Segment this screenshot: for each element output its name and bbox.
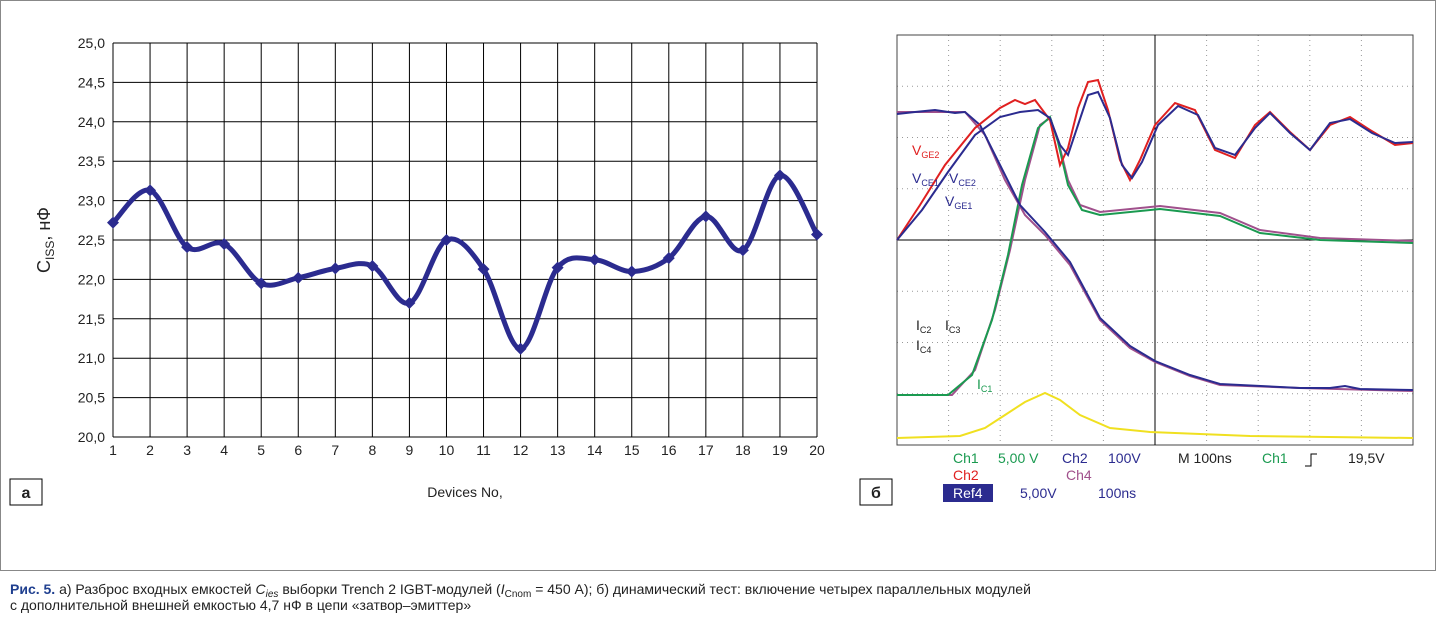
- status-text: 5,00 V: [998, 450, 1039, 466]
- status-text: Ref4: [953, 485, 983, 501]
- x-tick-label: 12: [513, 442, 529, 458]
- x-tick-label: 1: [109, 442, 117, 458]
- status-text: 5,00V: [1020, 485, 1057, 501]
- figure: Devices No, CISS, нФ 20,0 20,5 21,0 21,5 22,…: [0, 0, 1436, 613]
- y-tick-label: 20,0: [78, 429, 105, 445]
- y-tick-label: 20,5: [78, 390, 105, 406]
- label-sub: GE2: [921, 150, 939, 160]
- x-tick-label: 13: [550, 442, 566, 458]
- figure-frame: [1, 1, 1436, 571]
- panel-label: б: [871, 485, 881, 502]
- status-text: Ch1: [953, 450, 979, 466]
- x-tick-label: 5: [257, 442, 265, 458]
- status-text: 100ns: [1098, 485, 1136, 501]
- y-label-main: C: [34, 260, 54, 273]
- caption-text: с дополнительной внешней емкостью 4,7 нФ…: [10, 597, 471, 613]
- status-text: 100V: [1108, 450, 1141, 466]
- y-tick-label: 25,0: [78, 35, 105, 51]
- x-tick-label: 7: [331, 442, 339, 458]
- x-tick-label: 17: [698, 442, 714, 458]
- y-tick-label: 21,5: [78, 311, 105, 327]
- y-label-sub: ISS: [43, 241, 57, 260]
- label-sub: C1: [981, 384, 993, 394]
- x-tick-label: 8: [368, 442, 376, 458]
- status-text: M 100ns: [1178, 450, 1232, 466]
- y-tick-label: 21,0: [78, 350, 105, 366]
- caption-text: = 450 А); б) динамический тест: включени…: [531, 581, 1031, 597]
- x-tick-label: 19: [772, 442, 788, 458]
- x-tick-label: 6: [294, 442, 302, 458]
- x-tick-label: 9: [406, 442, 414, 458]
- status-text: Ch1: [1262, 450, 1288, 466]
- y-tick-label: 24,0: [78, 114, 105, 130]
- y-tick-label: 22,0: [78, 271, 105, 287]
- x-axis-label: Devices No,: [427, 484, 502, 500]
- label-sub: CE2: [958, 178, 976, 188]
- y-axis-label: CISS, нФ: [34, 207, 57, 273]
- caption-text: Cnom: [505, 589, 532, 600]
- caption-text: а) Разброс входных емкостей: [55, 581, 255, 597]
- label-sub: CE1: [921, 178, 939, 188]
- x-tick-label: 2: [146, 442, 154, 458]
- status-text: Ch2: [1062, 450, 1088, 466]
- x-tick-label: 4: [220, 442, 228, 458]
- y-tick-label: 23,5: [78, 153, 105, 169]
- y-label-rest: , нФ: [34, 207, 54, 241]
- x-tick-label: 11: [476, 442, 491, 458]
- x-tick-label: 3: [183, 442, 191, 458]
- status-text: Ch2: [953, 467, 979, 483]
- y-tick-label: 22,5: [78, 232, 105, 248]
- x-tick-label: 20: [809, 442, 825, 458]
- label-sub: C4: [920, 345, 932, 355]
- x-tick-label: 18: [735, 442, 751, 458]
- caption-label: Рис. 5.: [10, 581, 55, 597]
- x-tick-label: 15: [624, 442, 640, 458]
- label-sub: C3: [949, 325, 961, 335]
- caption-text: выборки Trench 2 IGBT-модулей (: [278, 581, 501, 597]
- label-sub: GE1: [954, 201, 972, 211]
- x-tick-label: 16: [661, 442, 677, 458]
- y-tick-label: 23,0: [78, 193, 105, 209]
- y-tick-label: 24,5: [78, 74, 105, 90]
- panel-label: а: [22, 485, 31, 502]
- x-tick-label: 10: [439, 442, 455, 458]
- status-text: 19,5V: [1348, 450, 1385, 466]
- x-tick-label: 14: [587, 442, 603, 458]
- label-sub: C2: [920, 325, 932, 335]
- status-text: Ch4: [1066, 467, 1092, 483]
